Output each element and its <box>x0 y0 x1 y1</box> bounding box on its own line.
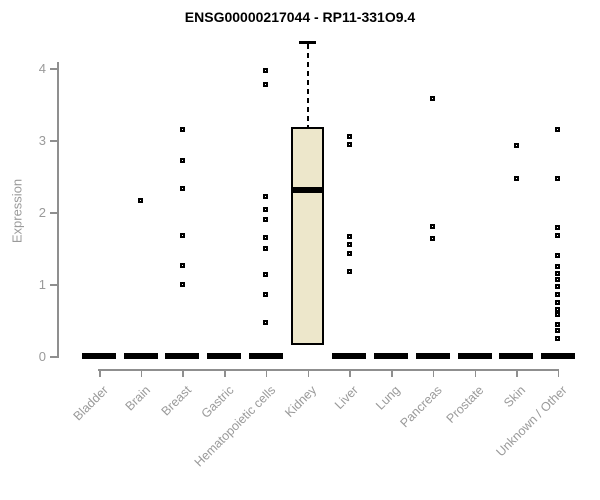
outlier-point <box>555 263 561 269</box>
outlier-point <box>263 82 269 88</box>
x-tick-mark <box>307 370 310 377</box>
outlier-point <box>555 270 561 276</box>
x-axis-line <box>98 369 559 371</box>
y-tick-mark <box>50 284 57 286</box>
upper-whisker <box>306 44 309 128</box>
outlier-point <box>263 246 269 252</box>
zero-median-bar <box>499 353 534 359</box>
median-line <box>291 187 325 194</box>
outlier-point <box>179 281 185 287</box>
outlier-point <box>555 283 561 289</box>
x-tick-mark <box>391 370 393 377</box>
y-tick-mark <box>50 140 57 142</box>
outlier-point <box>263 320 269 326</box>
outlier-point <box>555 175 561 181</box>
y-tick-label: 0 <box>38 349 46 364</box>
outlier-point <box>263 194 269 200</box>
outlier-point <box>263 234 269 240</box>
outlier-point <box>430 95 436 101</box>
y-tick-label: 2 <box>38 205 46 220</box>
outlier-point <box>263 272 269 278</box>
chart-title: ENSG00000217044 - RP11-331O9.4 <box>184 9 416 25</box>
x-tick-label: Prostate <box>443 383 487 426</box>
outlier-point <box>555 335 561 341</box>
outlier-point <box>555 328 561 334</box>
x-tick-mark <box>557 370 560 377</box>
outlier-point <box>513 176 519 182</box>
x-tick-mark <box>224 370 226 377</box>
outlier-point <box>138 197 144 203</box>
outlier-point <box>179 233 185 239</box>
outlier-point <box>555 321 561 327</box>
x-tick-mark <box>99 370 101 377</box>
zero-median-bar <box>540 353 575 359</box>
outlier-point <box>179 185 185 191</box>
zero-median-bar <box>332 353 367 359</box>
outlier-point <box>263 68 269 74</box>
x-tick-mark <box>516 370 518 377</box>
outlier-point <box>179 126 185 132</box>
y-tick-label: 1 <box>38 277 46 292</box>
outlier-point <box>555 224 561 230</box>
whisker-cap <box>299 41 317 45</box>
outlier-point <box>513 143 519 149</box>
zero-median-bar <box>248 353 283 359</box>
zero-median-bar <box>374 353 409 359</box>
outlier-point <box>555 252 561 258</box>
zero-median-bar <box>457 353 492 359</box>
outlier-point <box>263 206 269 212</box>
outlier-point <box>346 241 352 247</box>
y-tick-mark <box>50 356 57 358</box>
outlier-point <box>555 277 561 283</box>
outlier-point <box>179 157 185 163</box>
box-body <box>291 127 325 346</box>
x-tick-label: Hematopoietic cells <box>191 383 278 470</box>
x-tick-mark <box>265 370 268 377</box>
outlier-point <box>555 127 561 133</box>
outlier-point <box>555 311 561 317</box>
zero-median-bar <box>207 353 242 359</box>
x-tick-label: Liver <box>332 383 362 413</box>
outlier-point <box>555 292 561 298</box>
outlier-point <box>346 133 352 139</box>
x-tick-label: Breast <box>158 383 195 419</box>
outlier-point <box>555 232 561 238</box>
outlier-point <box>346 268 352 274</box>
zero-median-bar <box>123 353 158 359</box>
x-tick-mark <box>474 370 477 377</box>
x-tick-label: Kidney <box>282 383 320 420</box>
outlier-point <box>179 262 185 268</box>
outlier-point <box>346 141 352 147</box>
y-tick-mark <box>50 68 57 70</box>
x-tick-label: Bladder <box>70 383 111 424</box>
y-tick-mark <box>50 212 57 214</box>
x-tick-mark <box>140 370 143 377</box>
y-tick-label: 4 <box>38 61 46 76</box>
zero-median-bar <box>415 353 450 359</box>
outlier-point <box>555 306 561 312</box>
x-tick-label: Lung <box>373 383 403 413</box>
x-tick-mark <box>349 370 351 377</box>
y-tick-label: 3 <box>38 133 46 148</box>
zero-median-bar <box>165 353 200 359</box>
x-tick-label: Pancreas <box>397 383 445 431</box>
outlier-point <box>346 251 352 257</box>
outlier-point <box>263 291 269 297</box>
x-tick-mark <box>182 370 184 377</box>
x-tick-label: Skin <box>501 383 529 411</box>
zero-median-bar <box>82 353 116 359</box>
y-axis-line <box>57 62 59 358</box>
outlier-point <box>346 233 352 239</box>
x-tick-mark <box>432 370 435 377</box>
outlier-point <box>555 299 561 305</box>
outlier-point <box>263 216 269 222</box>
outlier-point <box>430 223 436 229</box>
x-tick-label: Brain <box>122 383 153 414</box>
outlier-point <box>430 236 436 242</box>
x-tick-label: Gastric <box>198 383 237 421</box>
